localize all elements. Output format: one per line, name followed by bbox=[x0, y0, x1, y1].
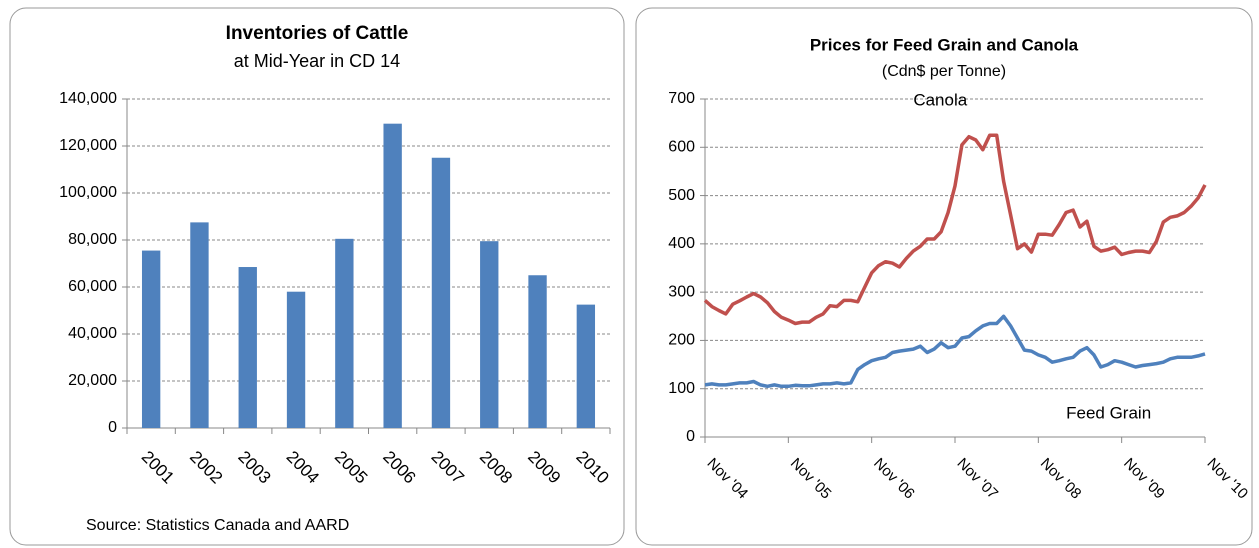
bar bbox=[190, 222, 209, 428]
chart-subtitle: at Mid-Year in CD 14 bbox=[234, 51, 400, 71]
y-tick-label: 600 bbox=[668, 139, 695, 156]
y-tick-label: 700 bbox=[668, 90, 695, 107]
y-tick-label: 80,000 bbox=[68, 231, 117, 248]
bar bbox=[141, 250, 161, 428]
line-series bbox=[703, 133, 1207, 326]
series-label: Canola bbox=[913, 91, 967, 110]
chart-title: Prices for Feed Grain and Canola bbox=[810, 35, 1079, 54]
y-tick-label: 60,000 bbox=[68, 278, 117, 295]
y-tick-label: 100 bbox=[668, 380, 695, 397]
y-tick-label: 200 bbox=[668, 332, 695, 349]
y-tick-label: 100,000 bbox=[59, 184, 117, 201]
y-tick-label: 500 bbox=[668, 187, 695, 204]
bar bbox=[383, 123, 402, 429]
y-tick-label: 0 bbox=[108, 419, 117, 436]
y-tick-label: 400 bbox=[668, 235, 695, 252]
bar bbox=[238, 267, 257, 428]
y-tick-label: 40,000 bbox=[68, 325, 117, 342]
bar bbox=[431, 157, 451, 428]
y-tick-label: 20,000 bbox=[68, 372, 117, 389]
panel bbox=[635, 7, 1253, 546]
line-series bbox=[704, 314, 1206, 389]
y-tick-label: 0 bbox=[686, 428, 695, 445]
bar bbox=[528, 275, 547, 428]
chart-subtitle: (Cdn$ per Tonne) bbox=[882, 63, 1006, 80]
series-label: Feed Grain bbox=[1066, 403, 1151, 422]
y-tick-label: 120,000 bbox=[59, 137, 117, 154]
bar bbox=[335, 238, 354, 428]
y-tick-label: 140,000 bbox=[59, 90, 117, 107]
bar bbox=[480, 241, 499, 428]
bar bbox=[286, 291, 306, 428]
y-tick-label: 300 bbox=[668, 283, 695, 300]
chart-title: Inventories of Cattle bbox=[226, 23, 409, 44]
bar bbox=[576, 304, 596, 428]
panel bbox=[9, 7, 625, 546]
source-note: Source: Statistics Canada and AARD bbox=[86, 517, 349, 534]
